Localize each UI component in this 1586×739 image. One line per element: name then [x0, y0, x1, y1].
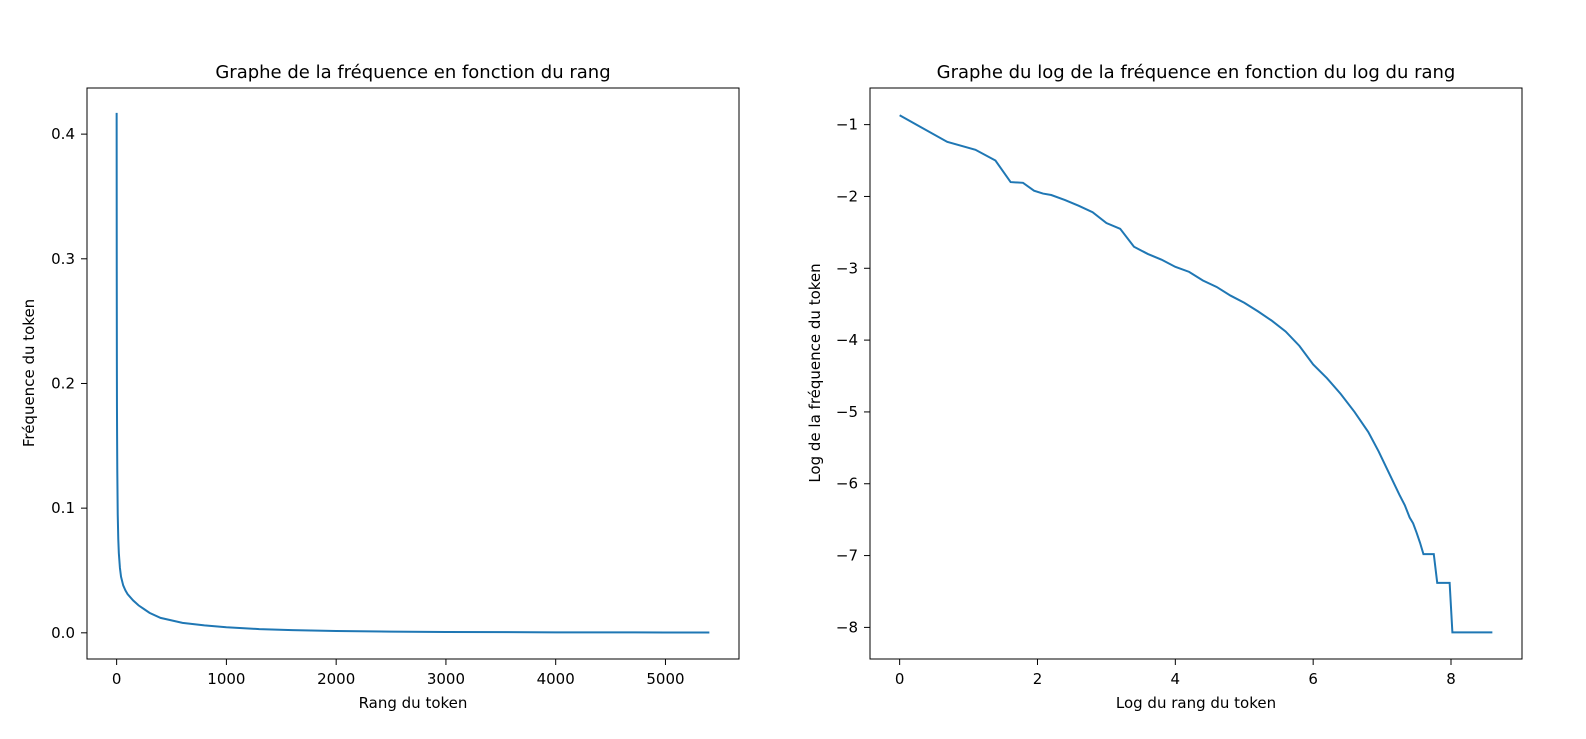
chart-right-x-tick-label: 2 — [1033, 670, 1043, 688]
chart-right-x-tick-label: 8 — [1446, 670, 1456, 688]
chart-left-title: Graphe de la fréquence en fonction du ra… — [215, 62, 610, 83]
chart-right-x-tick-label: 0 — [895, 670, 905, 688]
chart-right-y-tick-label: −8 — [836, 618, 858, 636]
chart-right-series-line — [899, 114, 1493, 634]
chart-right-y-axis-label: Log de la fréquence du token — [806, 263, 824, 482]
chart-left-y-axis-label: Fréquence du token — [20, 299, 38, 447]
chart-left-y-tick-label: 0.4 — [51, 125, 75, 143]
chart-right-y-tick-label: −4 — [836, 331, 858, 349]
chart-left-axes-frame — [86, 87, 740, 660]
chart-left-x-tick-label: 0 — [112, 670, 122, 688]
chart-left-x-tick-label: 2000 — [317, 670, 355, 688]
chart-left-series-line — [115, 112, 710, 634]
chart-left-x-axis-label: Rang du token — [359, 694, 468, 712]
chart-left-y-tick-label: 0.0 — [51, 624, 75, 642]
chart-right-y-tick-label: −7 — [836, 547, 858, 565]
chart-left-x-tick-label: 3000 — [427, 670, 465, 688]
chart-left-x-tick-label: 1000 — [207, 670, 245, 688]
chart-left-y-tick-label: 0.2 — [51, 374, 75, 392]
chart-right-y-tick-label: −2 — [836, 187, 858, 205]
chart-right-ticks: 0 2 4 6 8 −1 −2 −3 −4 −5 −6 −7 −8 — [836, 116, 1456, 688]
chart-right-y-tick-label: −3 — [836, 259, 858, 277]
chart-right-y-tick-label: −1 — [836, 116, 858, 134]
chart-right: Graphe du log de la fréquence en fonctio… — [806, 62, 1523, 712]
chart-right-x-axis-label: Log du rang du token — [1116, 694, 1276, 712]
chart-left-x-tick-label: 4000 — [537, 670, 575, 688]
chart-right-axes-frame — [869, 87, 1523, 660]
chart-left-y-tick-label: 0.1 — [51, 499, 75, 517]
chart-left-y-tick-label: 0.3 — [51, 250, 75, 268]
chart-right-y-tick-label: −5 — [836, 403, 858, 421]
chart-left: Graphe de la fréquence en fonction du ra… — [20, 62, 740, 712]
chart-right-x-tick-label: 4 — [1171, 670, 1181, 688]
chart-right-title: Graphe du log de la fréquence en fonctio… — [937, 62, 1456, 83]
chart-left-ticks: 0 1000 2000 3000 4000 5000 0.0 0.1 0.2 0.3 0.4 — [51, 125, 684, 688]
chart-right-y-tick-label: −6 — [836, 475, 858, 493]
chart-right-x-tick-label: 6 — [1308, 670, 1318, 688]
chart-left-x-tick-label: 5000 — [646, 670, 684, 688]
